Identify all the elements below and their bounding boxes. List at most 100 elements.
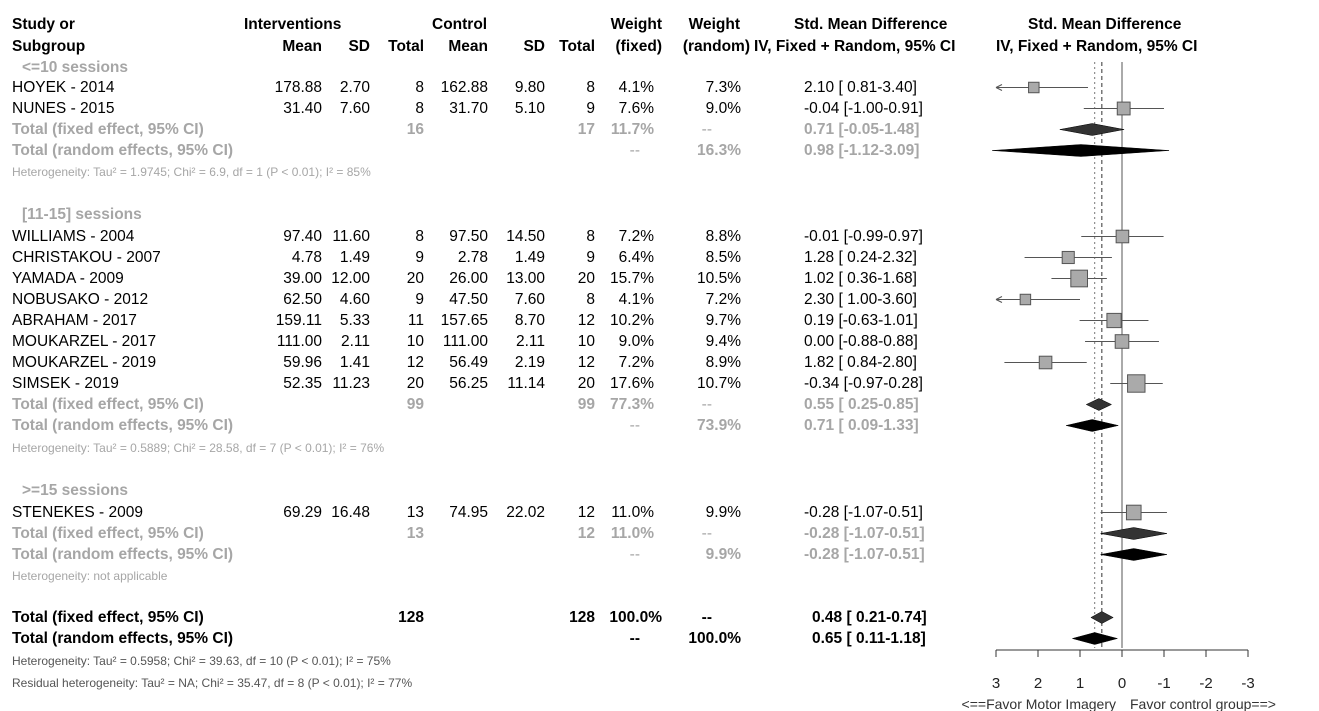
study-c-mean: 56.25 — [449, 375, 488, 392]
header-weight-fixed: Weight — [610, 16, 662, 33]
fixed-w-fixed: 77.3% — [610, 396, 654, 413]
study-w-fixed: 7.2% — [618, 228, 654, 245]
overall-fixed-w-fixed: 100.0% — [609, 609, 662, 626]
x-tick-label: -3 — [1241, 675, 1254, 692]
study-i-total: 9 — [415, 291, 424, 308]
subgroup-fixed-row: Total (fixed effect, 95% CI) 13 12 11.0% -- -… — [0, 523, 990, 544]
study-c-mean: 162.88 — [440, 79, 488, 96]
overall-fixed-c-total: 128 — [569, 609, 595, 626]
study-study: ABRAHAM - 2017 — [12, 312, 137, 329]
study-c-sd: 2.11 — [515, 333, 545, 350]
random-label: Total (random effects, 95% CI) — [12, 546, 234, 563]
study-c-mean: 97.50 — [449, 228, 488, 245]
study-c-sd: 9.80 — [514, 79, 545, 96]
header-row-2: Subgroup Mean SD Total Mean SD Total (fixed) (ra… — [0, 36, 1197, 57]
study-smd: -0.28 [-1.07-0.51] — [804, 504, 923, 521]
subgroup-random-row: Total (random effects, 95% CI) -- 16.3% 0.9… — [0, 140, 990, 161]
study-c-total: 12 — [577, 504, 595, 521]
study-point — [1114, 334, 1130, 349]
study-c-mean: 74.95 — [449, 504, 488, 521]
study-c-mean: 2.78 — [457, 249, 488, 266]
header-random: (random) — [682, 38, 750, 55]
study-row: NOBUSAKO - 2012 62.50 4.60 9 47.50 7.60 8 4.1% 7… — [0, 289, 990, 310]
study-w-random: 8.5% — [705, 249, 741, 266]
study-c-total: 8 — [586, 228, 595, 245]
study-i-total: 9 — [415, 249, 424, 266]
study-study: YAMADA - 2009 — [12, 270, 124, 287]
study-i-total: 8 — [415, 100, 424, 117]
study-row: MOUKARZEL - 2017 111.00 2.11 10 111.00 2.11 10… — [0, 331, 990, 352]
study-i-total: 13 — [406, 504, 424, 521]
overall-fixed-i-total: 128 — [398, 609, 424, 626]
study-study: SIMSEK - 2019 — [12, 375, 119, 392]
header-i-total: Total — [388, 38, 424, 55]
fixed-w-fixed: 11.0% — [610, 525, 654, 542]
study-c-sd: 13.00 — [506, 270, 545, 287]
random-w-fixed: -- — [629, 546, 640, 563]
header-row-1: Study or Interventions Control Weight Weight… — [0, 14, 1181, 35]
fixed-w-random: -- — [701, 525, 712, 542]
study-smd: 1.02 [ 0.36-1.68] — [804, 270, 917, 287]
study-i-mean: 159.11 — [275, 312, 322, 329]
study-c-mean: 157.65 — [440, 312, 488, 329]
study-point — [1125, 504, 1142, 521]
fixed-label: Total (fixed effect, 95% CI) — [12, 396, 204, 413]
overall-random-label: Total (random effects, 95% CI) — [12, 630, 234, 647]
header-c-total: Total — [559, 38, 595, 55]
x-tick-label: -2 — [1199, 675, 1212, 692]
study-w-random: 9.0% — [705, 100, 741, 117]
summary-diamond — [1100, 527, 1167, 540]
overall-fixed-row: Total (fixed effect, 95% CI) 128 128 100.0%… — [0, 607, 990, 628]
random-w-fixed: -- — [629, 142, 640, 159]
overall-random-w-fixed: -- — [629, 630, 640, 647]
study-w-fixed: 7.2% — [618, 354, 654, 371]
random-label: Total (random effects, 95% CI) — [12, 417, 234, 434]
study-w-fixed: 15.7% — [610, 270, 654, 287]
study-i-mean: 31.40 — [283, 100, 322, 117]
header-fixed: (fixed) — [615, 38, 663, 55]
study-row: STENEKES - 2009 69.29 16.48 13 74.95 22.02 12 1… — [0, 502, 990, 523]
ci-arrow — [995, 84, 1003, 91]
study-i-sd: 2.70 — [339, 79, 370, 96]
subgroup-fixed-row: Total (fixed effect, 95% CI) 16 17 11.7% -- 0… — [0, 119, 990, 140]
study-smd: -0.01 [-0.99-0.97] — [804, 228, 923, 245]
summary-diamond — [992, 144, 1170, 157]
study-i-sd: 12.00 — [331, 270, 370, 287]
study-w-random: 9.9% — [705, 504, 741, 521]
study-i-sd: 1.41 — [339, 354, 370, 371]
study-i-sd: 16.48 — [331, 504, 370, 521]
fixed-i-total: 13 — [406, 525, 424, 542]
header-control: Control — [432, 16, 488, 33]
summary-diamond — [1090, 611, 1114, 624]
study-study: MOUKARZEL - 2019 — [12, 354, 157, 371]
header-c-sd: SD — [523, 38, 545, 55]
fixed-c-total: 17 — [577, 121, 595, 138]
study-row: SIMSEK - 2019 52.35 11.23 20 56.25 11.14 20 17.… — [0, 373, 990, 394]
study-c-sd: 7.60 — [514, 291, 545, 308]
study-smd: -0.04 [-1.00-0.91] — [804, 100, 923, 117]
header-smd-ci: IV, Fixed + Random, 95% CI — [754, 38, 956, 55]
study-i-sd: 4.60 — [339, 291, 370, 308]
study-c-sd: 5.10 — [514, 100, 545, 117]
study-i-sd: 5.33 — [339, 312, 370, 329]
subgroup-label-text: >=15 sessions — [22, 482, 128, 499]
study-i-sd: 11.60 — [332, 228, 370, 245]
subgroup-fixed-row: Total (fixed effect, 95% CI) 99 99 77.3% -- 0… — [0, 394, 990, 415]
study-i-total: 20 — [406, 270, 424, 287]
study-smd: 1.82 [ 0.84-2.80] — [804, 354, 917, 371]
study-w-random: 8.8% — [705, 228, 741, 245]
study-w-random: 9.7% — [705, 312, 741, 329]
study-c-total: 10 — [577, 333, 595, 350]
random-w-random: 16.3% — [697, 142, 741, 159]
study-point — [1106, 312, 1122, 329]
subgroup-label: [11-15] sessions — [0, 204, 990, 225]
study-w-fixed: 7.6% — [618, 100, 654, 117]
study-row: ABRAHAM - 2017 159.11 5.33 11 157.65 8.70 12 10… — [0, 310, 990, 331]
header-smd: Std. Mean Difference — [794, 16, 948, 33]
study-i-total: 8 — [415, 228, 424, 245]
study-smd: 2.10 [ 0.81-3.40] — [804, 79, 917, 96]
ci-arrow — [995, 296, 1003, 303]
random-smd: 0.71 [ 0.09-1.33] — [804, 417, 919, 434]
study-c-total: 20 — [577, 270, 595, 287]
